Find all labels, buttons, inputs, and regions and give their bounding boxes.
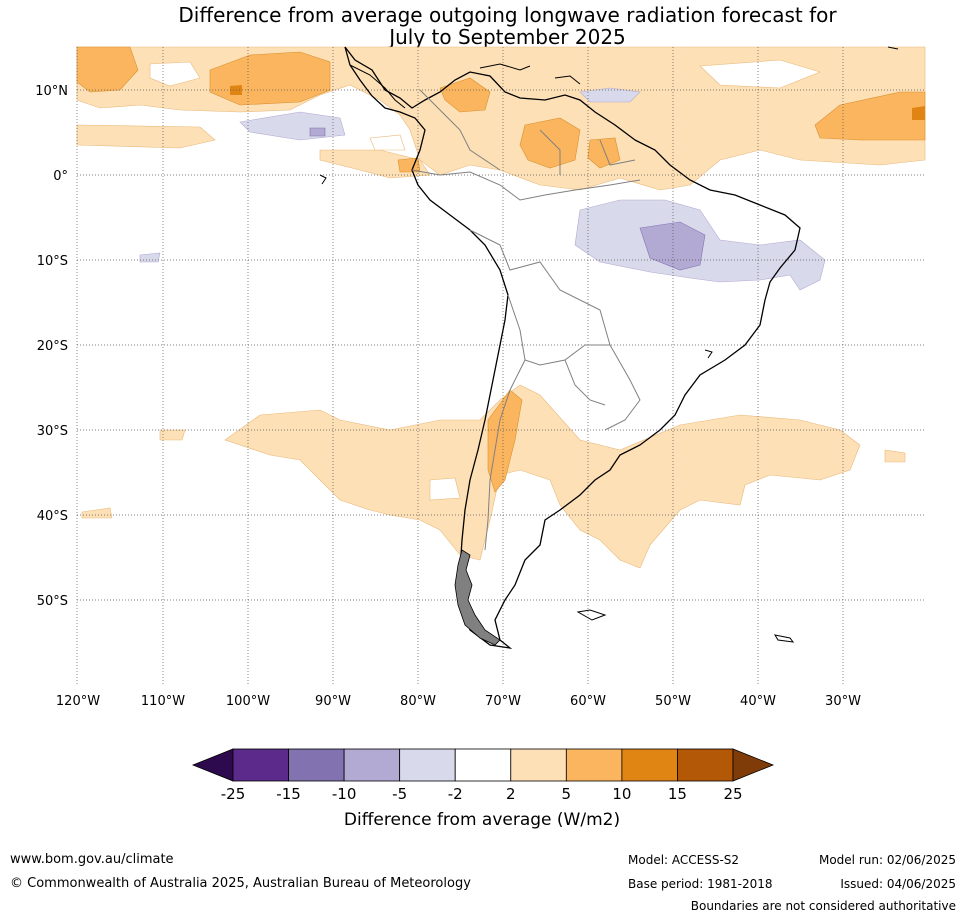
colorbar-swatch	[288, 748, 345, 782]
model-run-date: Model run: 02/06/2025	[818, 853, 956, 867]
southern-chile-islands	[454, 549, 501, 646]
lon-label: 120°W	[56, 694, 100, 709]
colorbar	[191, 748, 775, 782]
colorbar-swatch	[677, 748, 734, 782]
base-period: Base period: 1981-2018	[628, 877, 773, 891]
model-name: Model: ACCESS-S2	[628, 853, 740, 867]
issued-date: Issued: 04/06/2025	[840, 877, 956, 891]
colorbar-tick-label: -2	[448, 785, 463, 803]
chart-title: Difference from average outgoing longwav…	[0, 4, 965, 48]
longitude-labels: 120°W 110°W 100°W 90°W 80°W 70°W 60°W 50…	[56, 694, 861, 709]
lat-label: 0°	[53, 169, 68, 184]
colorbar-tick-label: 2	[506, 785, 516, 803]
lon-label: 50°W	[655, 694, 691, 709]
colorbar-swatch	[343, 748, 401, 782]
anomaly-neutral-patches	[149, 59, 821, 501]
colorbar-swatch	[454, 748, 512, 782]
lat-label: 50°S	[37, 594, 68, 609]
colorbar-tick-label: -5	[392, 785, 407, 803]
country-borders	[411, 89, 641, 551]
lon-label: 30°W	[825, 694, 861, 709]
colorbar-tick-label: 15	[668, 785, 687, 803]
colorbar-tick-label: -25	[221, 785, 246, 803]
colorbar-swatch	[232, 748, 289, 782]
bom-url[interactable]: www.bom.gov.au/climate	[10, 852, 174, 867]
title-line-2: July to September 2025	[389, 25, 626, 49]
lat-label: 30°S	[37, 424, 68, 439]
colorbar-tick-label: 25	[723, 785, 742, 803]
colorbar-extend-high	[732, 748, 775, 782]
colorbar-swatch	[565, 748, 623, 782]
caribbean-coastlines	[319, 46, 899, 643]
colorbar-extend-low	[191, 748, 234, 782]
anomaly-negative-moderate	[309, 127, 706, 271]
copyright-notice: © Commonwealth of Australia 2025, Austra…	[10, 876, 471, 891]
colorbar-label: Difference from average (W/m2)	[344, 810, 620, 830]
colorbar-swatch	[510, 748, 567, 782]
lon-label: 40°W	[740, 694, 776, 709]
lat-label: 40°S	[37, 509, 68, 524]
lon-label: 60°W	[570, 694, 606, 709]
latitude-labels: 10°N 0° 10°S 20°S 30°S 40°S 50°S	[35, 84, 68, 609]
lon-label: 90°W	[315, 694, 351, 709]
boundaries-disclaimer: Boundaries are not considered authoritat…	[690, 899, 956, 913]
lat-label: 20°S	[37, 339, 68, 354]
lon-label: 70°W	[485, 694, 521, 709]
south-america-coastline	[344, 46, 801, 650]
lon-label: 100°W	[226, 694, 270, 709]
colorbar-tick-label: 10	[612, 785, 631, 803]
lat-label: 10°S	[37, 254, 68, 269]
lat-label: 10°N	[35, 84, 68, 99]
colorbar-tick-label: -15	[276, 785, 301, 803]
lon-label: 110°W	[141, 694, 185, 709]
colorbar-swatch	[399, 748, 456, 782]
title-line-1: Difference from average outgoing longwav…	[178, 3, 837, 27]
colorbar-swatch	[621, 748, 678, 782]
colorbar-tick-labels: -25 -15 -10 -5 -2 2 5 10 15 25	[221, 785, 743, 803]
colorbar-tick-label: -10	[332, 785, 357, 803]
lon-label: 80°W	[400, 694, 436, 709]
graticule	[76, 47, 926, 685]
colorbar-tick-label: 5	[562, 785, 572, 803]
